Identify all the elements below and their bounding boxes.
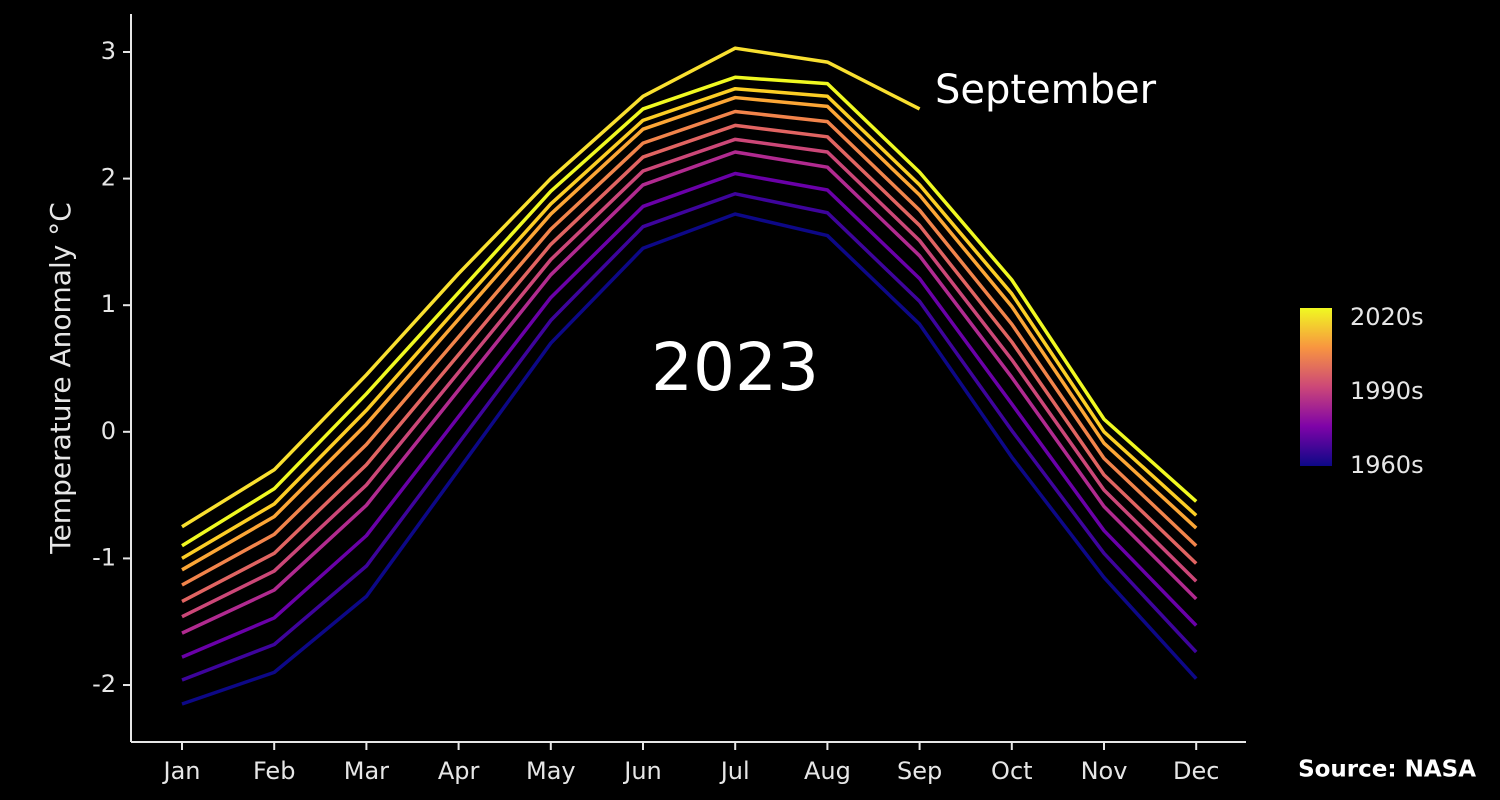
x-tick-label: Aug [804,757,851,785]
x-tick-label: Sep [897,757,942,785]
x-tick-label: Jan [162,757,201,785]
year-label: 2023 [651,329,819,406]
series-line [181,75,1198,548]
y-tick-label: 3 [101,37,116,65]
y-tick-label: -2 [92,670,116,698]
series-line [181,95,1198,572]
x-tick-label: Nov [1081,757,1128,785]
y-tick-label: -1 [92,543,116,571]
series-line [181,123,1198,604]
source: Source: NASA [1298,757,1476,783]
colorbar-label: 2020s [1350,303,1424,331]
series-line [181,150,1198,635]
x-tick-label: Feb [253,757,296,785]
series-line [181,171,1198,659]
colorbar-label: 1960s [1350,451,1424,479]
series-line [181,192,1198,682]
x-tick-label: Jun [622,757,662,785]
y-tick-label: 0 [101,417,116,445]
x-tick-label: Mar [344,757,389,785]
series-line [181,86,1198,560]
annotation: September [935,67,1157,113]
colorbar-label: 1990s [1350,377,1424,405]
x-tick-label: Apr [438,757,480,785]
series-line [181,46,921,529]
series-line [181,137,1198,619]
x-tick-label: Oct [991,757,1033,785]
x-tick-label: May [526,757,576,785]
y-axis-label: Temperature Anomaly °C [44,202,77,555]
x-tick-label: Jul [719,757,750,785]
series-line [181,212,1198,706]
series-line [181,109,1198,587]
x-tick-label: Dec [1173,757,1219,785]
colorbar [1300,308,1332,466]
y-tick-label: 2 [101,164,116,192]
y-tick-label: 1 [101,290,116,318]
